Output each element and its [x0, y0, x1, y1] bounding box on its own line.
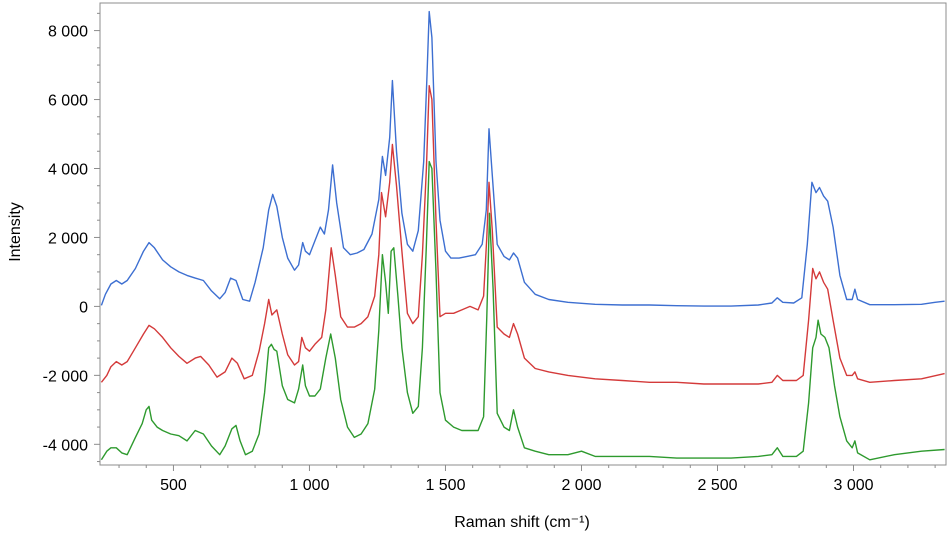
- y-tick-label: 4 000: [48, 161, 88, 178]
- y-tick-label: 2 000: [48, 230, 88, 247]
- x-tick-label: 1 500: [425, 477, 465, 494]
- y-axis-title: Intensity: [7, 202, 24, 262]
- y-axis: -4 000 -2 000 0 2 000 4 000 6 000 8 000: [43, 12, 100, 463]
- series-layer: [100, 10, 945, 461]
- plot-border: [99, 2, 947, 466]
- y-tick-label: 8 000: [48, 24, 88, 41]
- x-tick-label: 2 500: [697, 477, 737, 494]
- y-tick-label: 0: [79, 299, 88, 316]
- x-tick-label: 3 000: [833, 477, 873, 494]
- x-axis: 500 1 000 1 500 2 000 2 500 3 000: [118, 465, 936, 494]
- series-line-1: [100, 10, 945, 307]
- series-line-2: [100, 85, 945, 385]
- series-line-3: [100, 160, 945, 461]
- y-tick-label: -2 000: [43, 368, 88, 385]
- x-axis-title: Raman shift (cm⁻¹): [454, 514, 590, 531]
- x-tick-label: 500: [160, 477, 187, 494]
- x-tick-label: 2 000: [561, 477, 601, 494]
- plot-area: [99, 2, 947, 466]
- x-tick-label: 1 000: [289, 477, 329, 494]
- y-tick-label: 6 000: [48, 93, 88, 110]
- y-tick-label: -4 000: [43, 437, 88, 454]
